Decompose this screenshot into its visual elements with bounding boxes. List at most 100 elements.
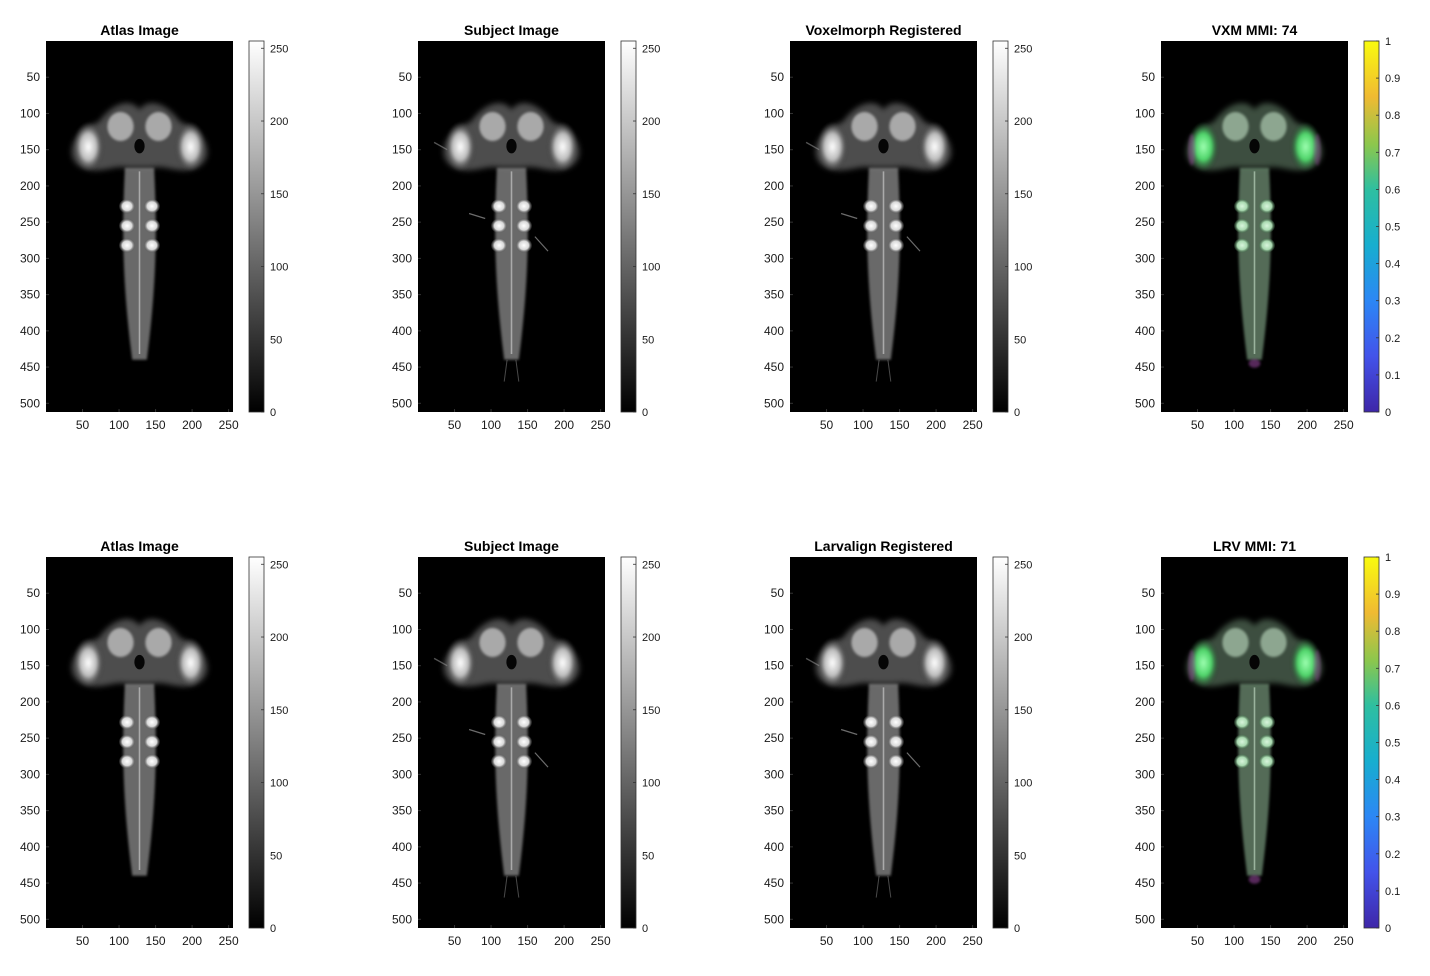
xtick-label: 50 bbox=[76, 418, 90, 432]
colorbar-label: 0.2 bbox=[1385, 849, 1400, 861]
colorbar-label: 0 bbox=[270, 407, 276, 419]
segment-right-1 bbox=[1258, 714, 1275, 730]
left-optic-lobe bbox=[445, 122, 475, 171]
segment-right-2 bbox=[887, 734, 904, 750]
colorbar-label: 0.9 bbox=[1385, 73, 1400, 85]
brain-hemispheres bbox=[815, 103, 952, 171]
left-optic-lobe bbox=[73, 122, 103, 171]
xtick-label: 150 bbox=[518, 418, 538, 432]
right-optic-lobe bbox=[548, 638, 578, 687]
colorbar-label: 0.3 bbox=[1385, 296, 1400, 308]
colorbar-label: 100 bbox=[642, 262, 660, 274]
segment-right-2 bbox=[143, 734, 160, 750]
central-brain-left bbox=[107, 628, 134, 657]
xtick-label: 200 bbox=[926, 418, 946, 432]
cord-tail-nerves bbox=[875, 359, 892, 382]
esophagus-foramen bbox=[134, 138, 145, 154]
central-brain-left bbox=[479, 628, 506, 657]
ytick-label: 300 bbox=[764, 767, 784, 781]
xtick-label: 100 bbox=[1224, 934, 1244, 948]
ytick-label: 250 bbox=[764, 215, 784, 229]
colorbar-label: 0.3 bbox=[1385, 812, 1400, 824]
colorbar-label: 0 bbox=[642, 407, 648, 419]
xtick-label: 50 bbox=[448, 934, 462, 948]
colorbar-label: 150 bbox=[270, 705, 288, 717]
segment-left-2 bbox=[1234, 218, 1251, 234]
ytick-label: 250 bbox=[1135, 215, 1155, 229]
segment-left-1 bbox=[119, 714, 136, 730]
ytick-label: 150 bbox=[764, 659, 784, 673]
xtick-label: 150 bbox=[146, 418, 166, 432]
segment-right-2 bbox=[1258, 734, 1275, 750]
brain-hemispheres bbox=[443, 103, 580, 171]
colorbar-label: 0.6 bbox=[1385, 700, 1400, 712]
xtick-label: 100 bbox=[1224, 418, 1244, 432]
ytick-label: 250 bbox=[764, 731, 784, 745]
ytick-label: 200 bbox=[392, 179, 412, 193]
central-brain-right bbox=[145, 628, 172, 657]
nerve-right bbox=[534, 752, 549, 768]
brain-image bbox=[433, 619, 580, 898]
colorbar-label: 0.9 bbox=[1385, 589, 1400, 601]
colorbar-label: 0.7 bbox=[1385, 663, 1400, 675]
segment-left-2 bbox=[491, 218, 508, 234]
central-brain-left bbox=[1222, 112, 1249, 141]
segment-right-3 bbox=[887, 238, 904, 253]
colorbar-label: 50 bbox=[1014, 850, 1026, 862]
central-brain-right bbox=[889, 112, 916, 141]
segment-left-1 bbox=[491, 714, 508, 730]
subplots-layer: Atlas Image50100150200250300350400450500… bbox=[20, 22, 1400, 948]
xtick-label: 100 bbox=[109, 934, 129, 948]
ytick-label: 400 bbox=[20, 324, 40, 338]
central-brain-right bbox=[517, 628, 544, 657]
xtick-label: 150 bbox=[890, 418, 910, 432]
colorbar-label: 0 bbox=[1385, 407, 1391, 419]
colorbar-label: 0 bbox=[1385, 923, 1391, 935]
ytick-label: 450 bbox=[392, 360, 412, 374]
segment-right-1 bbox=[887, 198, 904, 214]
segment-left-3 bbox=[1234, 238, 1251, 253]
ytick-label: 500 bbox=[20, 912, 40, 926]
segment-right-3 bbox=[143, 238, 160, 253]
central-brain-left bbox=[107, 112, 134, 141]
segment-left-3 bbox=[863, 754, 880, 769]
panel-title: VXM MMI: 74 bbox=[1212, 22, 1298, 38]
xtick-label: 200 bbox=[926, 934, 946, 948]
ytick-label: 400 bbox=[1135, 840, 1155, 854]
ytick-label: 450 bbox=[1135, 876, 1155, 890]
colorbar-label: 0.6 bbox=[1385, 184, 1400, 196]
right-optic-lobe bbox=[176, 638, 206, 687]
nerve-left bbox=[840, 212, 858, 220]
colorbar-label: 150 bbox=[1014, 705, 1032, 717]
left-optic-lobe bbox=[73, 638, 103, 687]
segment-left-2 bbox=[863, 218, 880, 234]
ytick-label: 300 bbox=[1135, 767, 1155, 781]
ytick-label: 50 bbox=[399, 586, 413, 600]
segment-left-1 bbox=[119, 198, 136, 214]
segment-right-2 bbox=[1258, 218, 1275, 234]
subplot-8: LRV MMI: 7150100150200250300350400450500… bbox=[1135, 538, 1400, 948]
colorbar bbox=[248, 556, 265, 929]
panel-title: Atlas Image bbox=[100, 538, 179, 554]
nerve-left bbox=[840, 728, 858, 736]
xtick-label: 250 bbox=[1334, 934, 1354, 948]
left-optic-lobe bbox=[817, 638, 847, 687]
colorbar-label: 250 bbox=[642, 559, 660, 571]
segment-right-1 bbox=[1258, 198, 1275, 214]
ytick-label: 250 bbox=[1135, 731, 1155, 745]
segment-left-1 bbox=[863, 198, 880, 214]
segment-right-3 bbox=[143, 754, 160, 769]
xtick-label: 200 bbox=[1297, 418, 1317, 432]
colorbar-label: 250 bbox=[1014, 43, 1032, 55]
central-brain-right bbox=[1260, 112, 1287, 141]
ytick-label: 300 bbox=[1135, 251, 1155, 265]
left-lobe-fiber bbox=[805, 657, 820, 667]
colorbar-label: 150 bbox=[642, 705, 660, 717]
ytick-label: 250 bbox=[392, 731, 412, 745]
brain-image bbox=[1186, 619, 1323, 884]
segment-right-1 bbox=[887, 714, 904, 730]
ytick-label: 450 bbox=[20, 360, 40, 374]
colorbar-label: 0.1 bbox=[1385, 370, 1400, 382]
ytick-label: 150 bbox=[1135, 659, 1155, 673]
